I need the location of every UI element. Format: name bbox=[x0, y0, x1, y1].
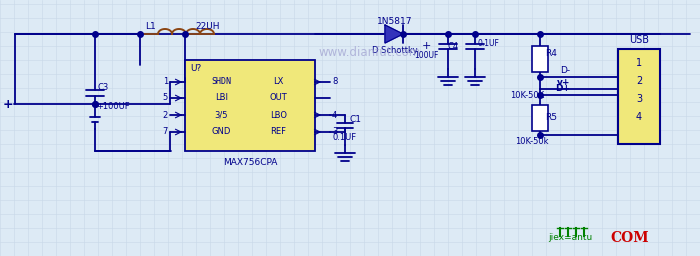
Text: +100UF: +100UF bbox=[96, 102, 130, 111]
Text: 1N5817: 1N5817 bbox=[377, 17, 413, 26]
Text: C1: C1 bbox=[349, 115, 361, 124]
Text: 2: 2 bbox=[162, 111, 168, 120]
Text: www.dianfut.com: www.dianfut.com bbox=[319, 46, 421, 59]
Text: OUT: OUT bbox=[270, 93, 288, 102]
Text: 0.1UF: 0.1UF bbox=[477, 39, 499, 48]
Text: C4: C4 bbox=[447, 42, 458, 51]
Text: SHDN: SHDN bbox=[211, 78, 232, 87]
Text: 2: 2 bbox=[636, 76, 642, 86]
Text: D Schottky: D Schottky bbox=[372, 46, 418, 55]
Text: L1: L1 bbox=[145, 22, 155, 31]
Text: 4: 4 bbox=[332, 111, 337, 120]
Text: +: + bbox=[421, 41, 430, 51]
Bar bbox=[532, 105, 548, 131]
Text: LX: LX bbox=[274, 78, 284, 87]
Text: jiex=antu: jiex=antu bbox=[548, 233, 592, 242]
Text: 5: 5 bbox=[162, 93, 168, 102]
Text: 8: 8 bbox=[332, 78, 337, 87]
Text: 4: 4 bbox=[636, 112, 642, 122]
Text: 7: 7 bbox=[162, 127, 168, 136]
Bar bbox=[618, 49, 660, 144]
Text: +: + bbox=[3, 98, 13, 111]
Text: 1: 1 bbox=[636, 58, 642, 68]
Text: REF: REF bbox=[271, 127, 286, 136]
Text: U?: U? bbox=[190, 64, 202, 73]
Text: 1: 1 bbox=[162, 78, 168, 87]
Text: C3: C3 bbox=[98, 83, 109, 92]
Text: LBO: LBO bbox=[270, 111, 287, 120]
Text: 3: 3 bbox=[636, 94, 642, 104]
Text: D+: D+ bbox=[555, 84, 570, 93]
Text: 3/5: 3/5 bbox=[215, 111, 228, 120]
Text: 22UH: 22UH bbox=[195, 22, 220, 31]
Text: COM: COM bbox=[610, 231, 650, 245]
Text: R5: R5 bbox=[545, 112, 557, 122]
Text: GND: GND bbox=[211, 127, 231, 136]
Text: D-: D- bbox=[560, 66, 570, 75]
Bar bbox=[185, 60, 315, 151]
Polygon shape bbox=[385, 25, 403, 43]
Text: 10K-50K: 10K-50K bbox=[510, 91, 544, 100]
Text: 3: 3 bbox=[332, 127, 337, 136]
Text: USB: USB bbox=[629, 35, 649, 45]
Text: 0.1UF: 0.1UF bbox=[333, 133, 357, 142]
Text: R4: R4 bbox=[545, 49, 557, 59]
Text: 100UF: 100UF bbox=[414, 51, 438, 60]
Bar bbox=[532, 46, 548, 72]
Text: 10K-50k: 10K-50k bbox=[515, 137, 549, 146]
Text: v+: v+ bbox=[556, 78, 570, 87]
Text: MAX756CPA: MAX756CPA bbox=[223, 158, 277, 167]
Text: LBI: LBI bbox=[215, 93, 228, 102]
